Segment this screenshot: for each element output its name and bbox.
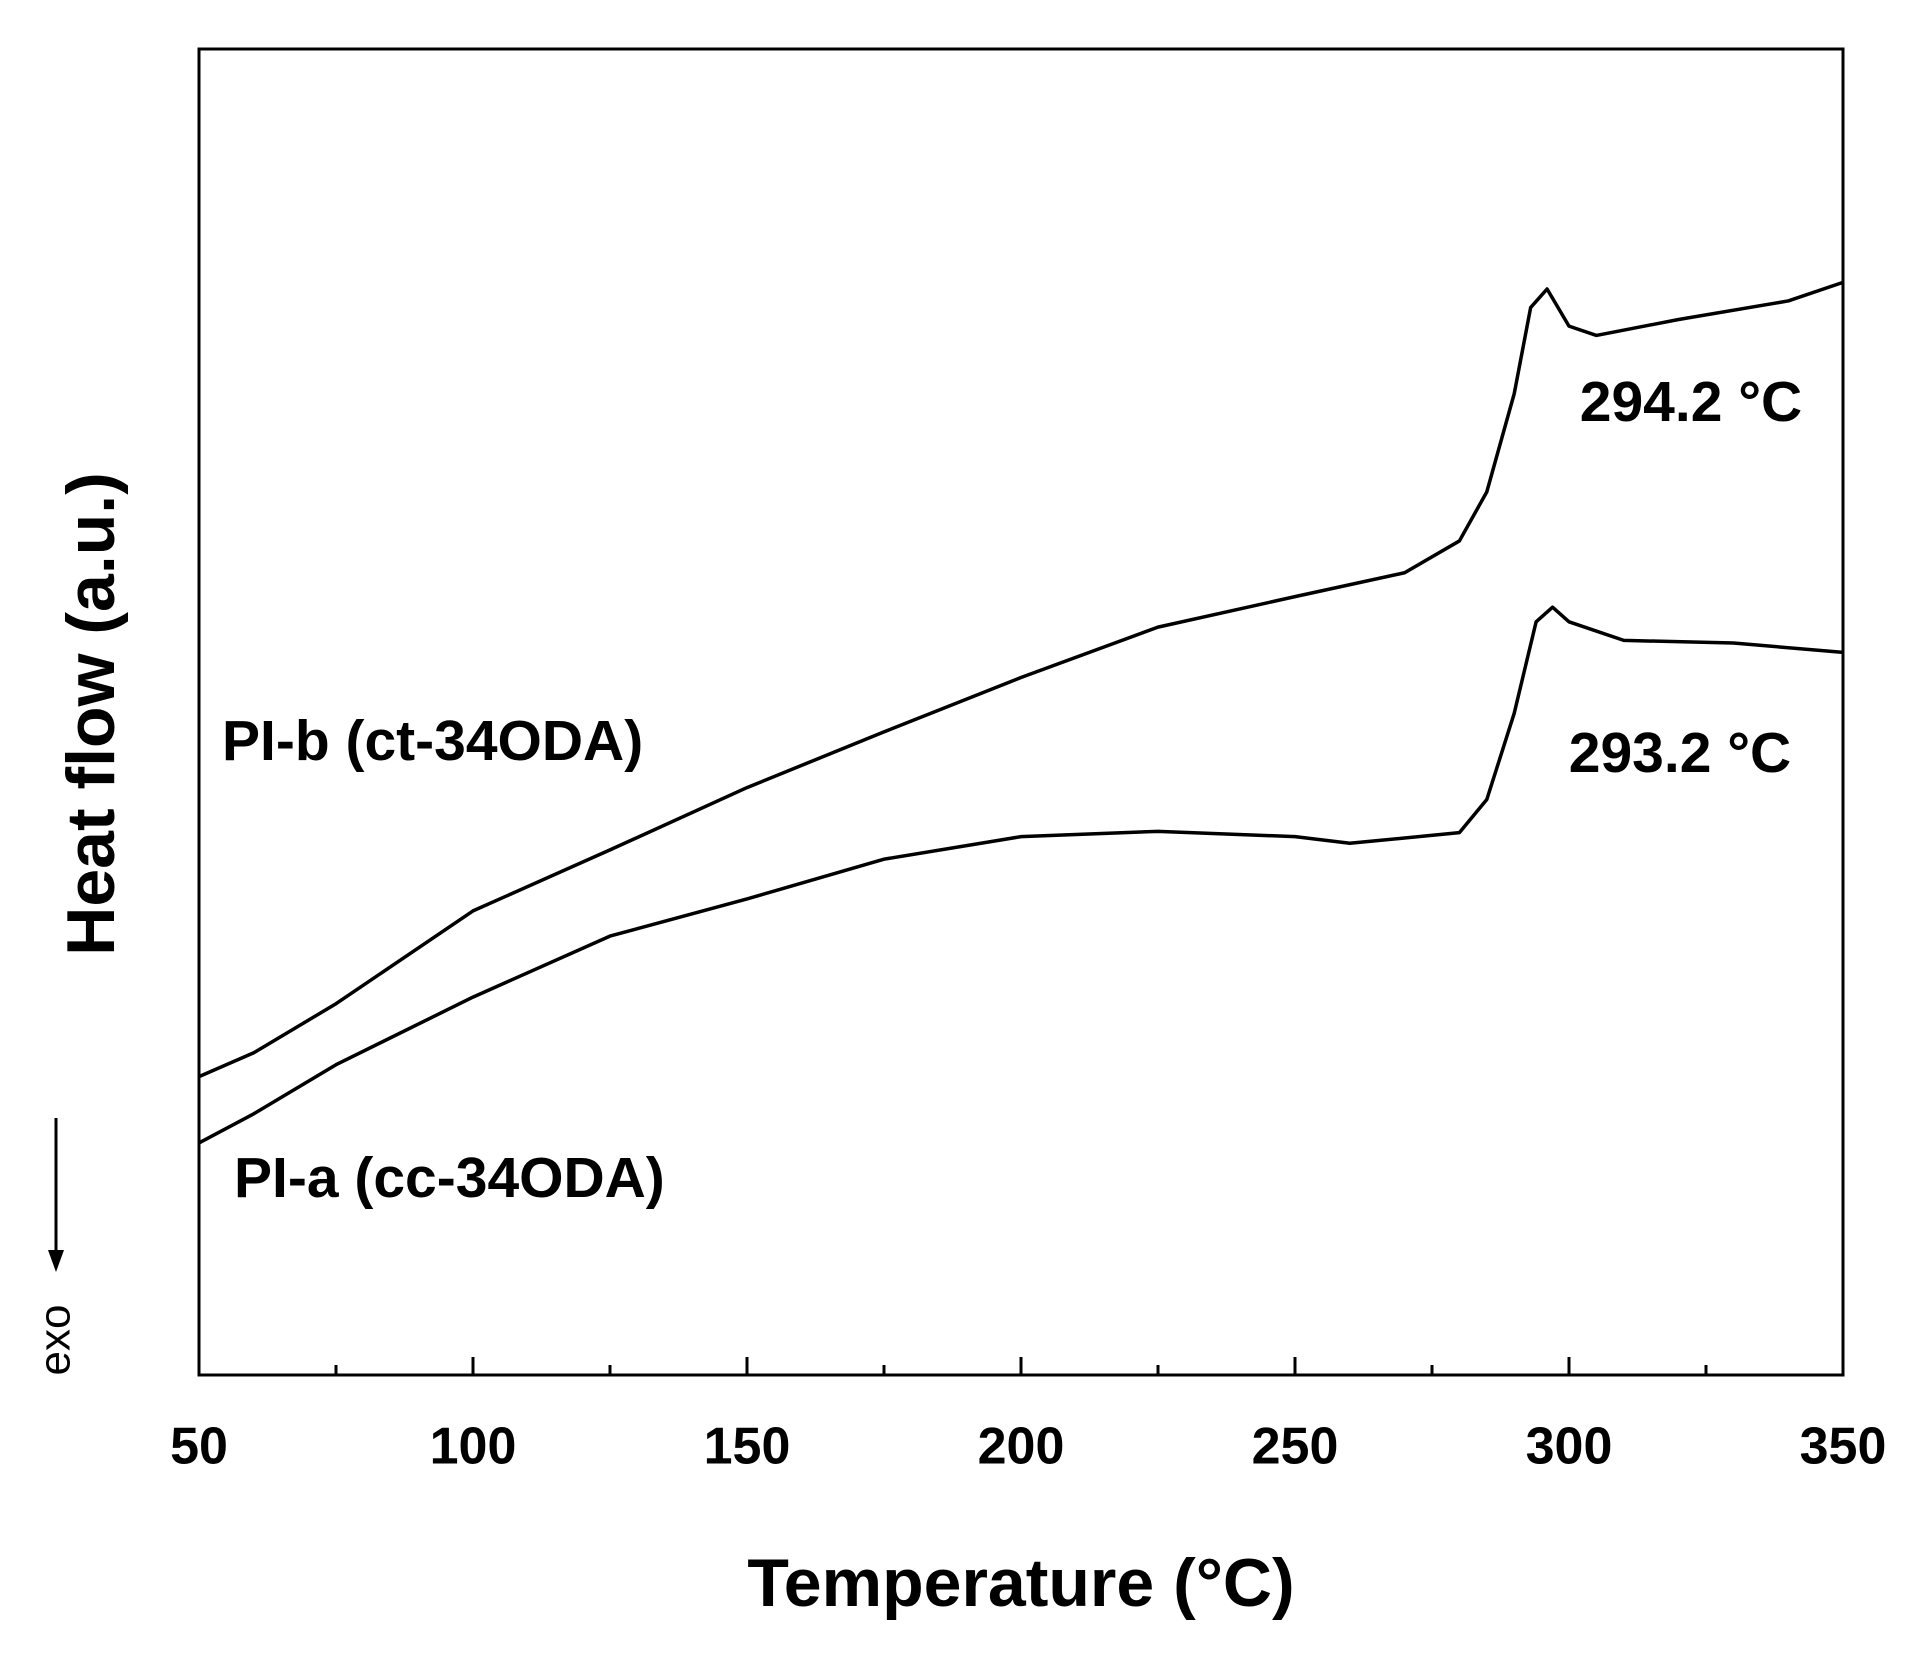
x-tick-label: 100: [430, 1418, 517, 1476]
annotation: 293.2 °C: [1569, 721, 1791, 785]
annotation: 294.2 °C: [1580, 370, 1802, 434]
x-tick-label: 50: [170, 1418, 228, 1476]
x-tick-label: 250: [1252, 1418, 1339, 1476]
annotation: exo: [31, 1305, 80, 1376]
y-axis-title: Heat flow (a.u.): [53, 472, 129, 956]
exo-arrow-head: [48, 1250, 64, 1272]
x-tick-label: 350: [1800, 1418, 1887, 1476]
x-tick-label: 150: [704, 1418, 791, 1476]
x-tick-label: 200: [978, 1418, 1065, 1476]
x-axis-title: Temperature (°C): [747, 1545, 1294, 1621]
series-label: PI-a (cc-34ODA): [234, 1146, 665, 1210]
line-series: [198, 280, 1844, 1079]
series-label: PI-b (ct-34ODA): [222, 709, 643, 773]
line-series: [198, 605, 1844, 1145]
x-tick-label: 300: [1526, 1418, 1613, 1476]
